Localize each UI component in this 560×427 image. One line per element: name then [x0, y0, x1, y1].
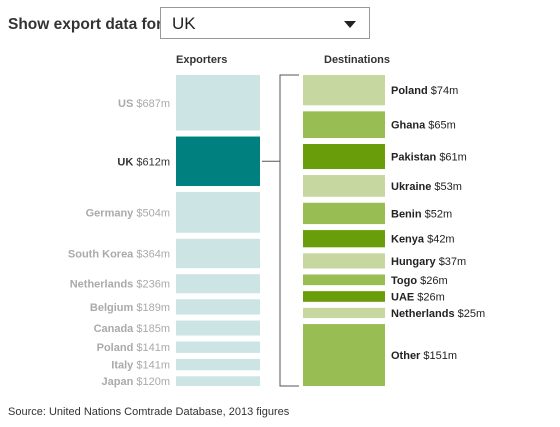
exporter-bar-japan[interactable] [176, 376, 260, 386]
destination-bar-other[interactable] [303, 324, 385, 386]
export-chart: US $687m UK $612m Germany $504m South Korea… [68, 74, 485, 388]
exporter-bar-canada[interactable] [176, 320, 260, 336]
exporter-label-canada: Canada $185m [94, 323, 170, 335]
destination-bar-benin[interactable] [303, 202, 385, 225]
selector-label: Show export data for: [8, 16, 168, 33]
destination-label-togo: Togo $26m [391, 275, 448, 287]
exporter-label-japan: Japan $120m [102, 376, 171, 388]
destination-bar-uae[interactable] [303, 291, 385, 302]
destination-label-other: Other $151m [391, 350, 457, 362]
exporter-bar-south-korea[interactable] [176, 238, 260, 269]
destination-label-netherlands: Netherlands $25m [391, 308, 485, 320]
exporter-label-uk: UK $612m [117, 156, 170, 168]
exporter-label-netherlands: Netherlands $236m [70, 279, 170, 291]
destination-label-uae: UAE $26m [391, 291, 445, 303]
chevron-down-icon[interactable] [344, 21, 356, 28]
exporter-label-belgium: Belgium $189m [90, 302, 170, 314]
destination-bar-netherlands[interactable] [303, 307, 385, 319]
destinations-header: Destinations [324, 54, 391, 66]
exporter-bar-uk[interactable] [176, 136, 260, 187]
destination-bar-ukraine[interactable] [303, 175, 385, 197]
destination-label-ghana: Ghana $65m [391, 120, 456, 132]
country-select-value: UK [172, 14, 196, 33]
destination-bar-poland[interactable] [303, 75, 385, 106]
destination-label-benin: Benin $52m [391, 208, 452, 220]
destination-bar-ghana[interactable] [303, 111, 385, 139]
destination-bar-togo[interactable] [303, 274, 385, 286]
destination-bar-pakistan[interactable] [303, 144, 385, 170]
exporter-label-germany: Germany $504m [86, 207, 170, 219]
exporter-bar-poland[interactable] [176, 341, 260, 353]
exporters-header: Exporters [176, 54, 228, 66]
exporter-bar-netherlands[interactable] [176, 274, 260, 294]
destinations-bracket [279, 74, 299, 387]
destination-label-ukraine: Ukraine $53m [391, 181, 462, 193]
exporter-bar-germany[interactable] [176, 192, 260, 233]
exporter-label-us: US $687m [118, 98, 170, 110]
destination-label-poland: Poland $74m [391, 85, 458, 97]
exporter-bar-us[interactable] [176, 75, 260, 131]
exporter-bar-italy[interactable] [176, 358, 260, 371]
source-note: Source: United Nations Comtrade Database… [8, 406, 290, 418]
exporter-label-poland: Poland $141m [97, 342, 170, 354]
country-select[interactable]: UK [160, 7, 370, 39]
destination-bar-hungary[interactable] [303, 253, 385, 269]
exporter-label-south-korea: South Korea $364m [68, 248, 170, 260]
exporter-label-italy: Italy $141m [111, 360, 170, 372]
destination-label-hungary: Hungary $37m [391, 256, 466, 268]
country-selector-control: Show export data for: [8, 8, 177, 42]
destination-label-pakistan: Pakistan $61m [391, 152, 467, 164]
destination-bar-kenya[interactable] [303, 230, 385, 248]
destination-label-kenya: Kenya $42m [391, 234, 455, 246]
exporter-bar-belgium[interactable] [176, 299, 260, 315]
